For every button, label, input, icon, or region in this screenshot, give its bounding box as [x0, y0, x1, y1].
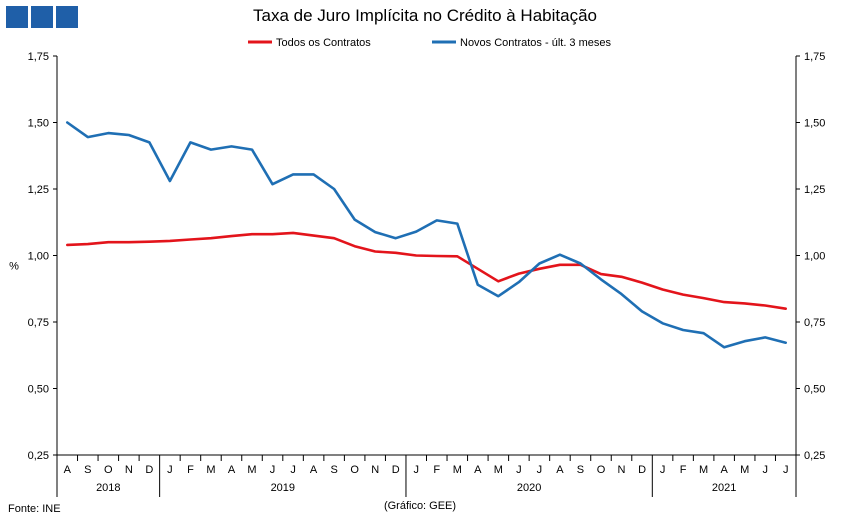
y-tick-label-left: 1,50	[28, 118, 49, 130]
x-tick-label: S	[84, 464, 91, 476]
y-tick-label-right: 1,25	[804, 184, 825, 196]
x-tick-label: D	[638, 464, 646, 476]
chart-series	[66, 121, 788, 349]
x-tick-label: A	[474, 464, 482, 476]
y-tick-label-left: 1,00	[28, 251, 49, 263]
x-tick-label: M	[206, 464, 215, 476]
logo-square	[56, 6, 78, 28]
x-tick-label: M	[699, 464, 708, 476]
x-tick-label: A	[556, 464, 564, 476]
x-tick-label: A	[228, 464, 236, 476]
x-tick-label: J	[537, 464, 543, 476]
x-tick-label: F	[187, 464, 194, 476]
credit-note: (Gráfico: GEE)	[384, 500, 456, 512]
y-tick-label-right: 0,75	[804, 317, 825, 329]
year-label: 2020	[517, 482, 541, 494]
chart-legend: Todos os Contratos Novos Contratos - últ.…	[248, 37, 612, 49]
x-tick-label: J	[270, 464, 276, 476]
source-note: Fonte: INE	[8, 503, 61, 515]
x-tick-label: N	[618, 464, 626, 476]
x-tick-label: J	[516, 464, 522, 476]
y-tick-label-left: 0,50	[28, 384, 49, 396]
x-tick-label: M	[247, 464, 256, 476]
x-tick-label: M	[453, 464, 462, 476]
year-label: 2021	[712, 482, 736, 494]
x-tick-label: A	[310, 464, 318, 476]
y-tick-label-left: 1,75	[28, 51, 49, 63]
x-tick-label: A	[64, 464, 72, 476]
legend-label: Novos Contratos - últ. 3 meses	[460, 37, 612, 49]
gee-logo	[6, 6, 78, 28]
x-tick-label: N	[125, 464, 133, 476]
x-tick-label: O	[350, 464, 359, 476]
x-tick-label: S	[330, 464, 337, 476]
y-tick-label-right: 1,75	[804, 51, 825, 63]
y-tick-label-right: 1,50	[804, 118, 825, 130]
chart-axes: 0,25 0,25 0,50 0,50 0,75 0,75 1,00 1,00 1,25 1,25…	[9, 51, 825, 497]
y-tick-label-left: 1,25	[28, 184, 49, 196]
logo-square	[6, 6, 28, 28]
year-label: 2019	[271, 482, 295, 494]
y-tick-label-right: 0,50	[804, 384, 825, 396]
x-tick-label: M	[494, 464, 503, 476]
x-tick-label: J	[167, 464, 173, 476]
logo-square	[31, 6, 53, 28]
y-tick-label-right: 0,25	[804, 450, 825, 462]
y-tick-label-left: 0,75	[28, 317, 49, 329]
legend-label: Todos os Contratos	[276, 37, 371, 49]
year-label: 2018	[96, 482, 120, 494]
x-tick-label: F	[680, 464, 687, 476]
x-tick-label: J	[783, 464, 789, 476]
x-tick-label: N	[371, 464, 379, 476]
y-tick-label-left: 0,25	[28, 450, 49, 462]
x-tick-label: J	[660, 464, 666, 476]
x-tick-label: O	[104, 464, 113, 476]
x-tick-label: D	[392, 464, 400, 476]
x-tick-label: S	[577, 464, 584, 476]
x-tick-label: M	[740, 464, 749, 476]
x-tick-label: D	[145, 464, 153, 476]
x-tick-label: A	[720, 464, 728, 476]
x-tick-label: J	[762, 464, 768, 476]
y-axis-label: %	[9, 261, 19, 273]
series-line	[66, 121, 788, 349]
x-tick-label: O	[597, 464, 606, 476]
y-tick-label-right: 1,00	[804, 251, 825, 263]
x-tick-label: F	[433, 464, 440, 476]
x-tick-label: J	[413, 464, 419, 476]
series-line	[66, 231, 788, 311]
x-tick-label: J	[290, 464, 296, 476]
chart-title: Taxa de Juro Implícita no Crédito à Habi…	[253, 6, 597, 25]
